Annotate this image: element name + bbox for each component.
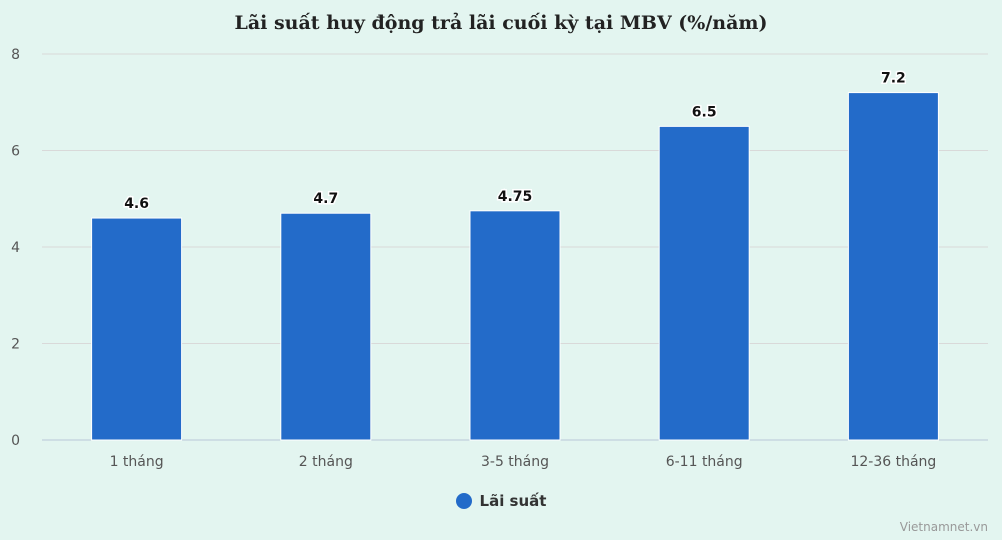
x-tick-label: 1 tháng (110, 454, 164, 470)
data-label: 4.6 (124, 196, 149, 212)
bar[interactable] (658, 125, 750, 441)
bar[interactable] (280, 212, 372, 441)
x-tick-label: 6-11 tháng (666, 454, 743, 470)
bars (91, 92, 939, 441)
y-tick-label: 6 (11, 144, 20, 160)
legend-label: Lãi suất (479, 492, 547, 510)
chart-title: Lãi suất huy động trả lãi cuối kỳ tại MB… (234, 12, 768, 34)
data-label: 4.75 (498, 189, 533, 205)
legend-swatch-icon (455, 493, 472, 509)
bar[interactable] (91, 217, 183, 441)
y-tick-label: 0 (11, 433, 20, 449)
data-labels: 4.6 4.7 4.75 6.5 7.2 (123, 69, 908, 213)
x-tick-label: 2 tháng (299, 454, 353, 470)
data-label: 6.5 (692, 104, 717, 120)
bar[interactable] (847, 92, 939, 441)
x-tick-label: 12-36 tháng (850, 454, 936, 470)
y-tick-label: 8 (11, 47, 20, 63)
y-tick-label: 2 (11, 337, 20, 353)
x-axis: 1 tháng 2 tháng 3-5 tháng 6-11 tháng 12-36 t… (110, 454, 937, 470)
data-label: 7.2 (881, 71, 906, 87)
x-tick-label: 3-5 tháng (481, 454, 549, 470)
data-label: 4.7 (313, 191, 338, 207)
legend[interactable]: Lãi suất (0, 492, 1002, 510)
y-tick-label: 4 (11, 240, 20, 256)
bar[interactable] (469, 210, 561, 441)
source-credit: Vietnamnet.vn (899, 520, 988, 534)
